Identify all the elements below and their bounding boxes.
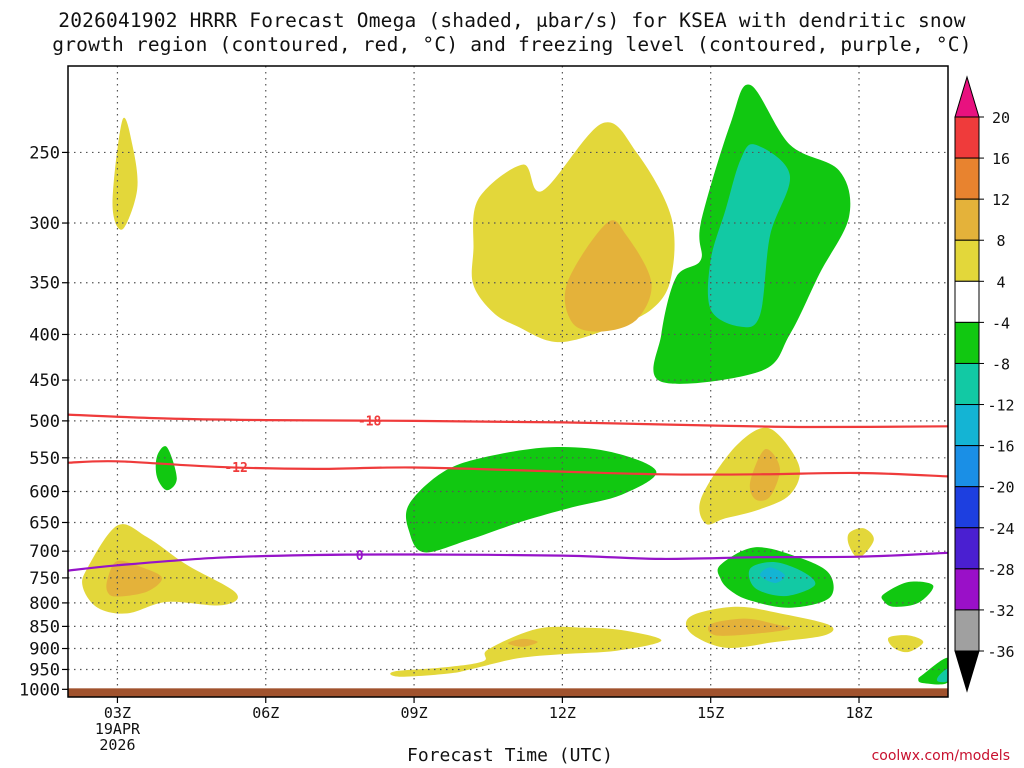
- upward-motion-4: [699, 427, 801, 525]
- upward-motion-4: [112, 117, 138, 230]
- colorbar-segment: [954, 198, 980, 241]
- downward-motion-8: [707, 144, 791, 328]
- colorbar-label: 12: [992, 191, 1010, 209]
- x-axis-label: Forecast Time (UTC): [407, 745, 613, 766]
- downward-motion-4: [881, 581, 934, 607]
- y-tick-label: 350: [29, 274, 60, 294]
- omega-colorbar: 20 16 12 8 4 -4 -8 -12 -16 -20 -24 -28 -32 -36: [954, 75, 1015, 693]
- colorbar-label: -36: [987, 643, 1014, 661]
- colorbar-top-arrow: [954, 75, 980, 118]
- colorbar-segment: [954, 486, 980, 529]
- y-tick-label: 500: [29, 412, 60, 432]
- freezing-level-label: 0: [356, 549, 364, 564]
- temperature-contours: -18 -12 0: [67, 413, 949, 572]
- x-tick-date-label: 2026: [99, 736, 135, 754]
- upward-motion-8: [707, 618, 791, 636]
- y-tick-label: 950: [29, 660, 60, 680]
- upward-motion-4: [887, 635, 924, 653]
- colorbar-segment: [954, 239, 980, 282]
- upward-motion-8: [564, 220, 652, 332]
- colorbar-segment: [954, 568, 980, 611]
- x-tick-label: 15Z: [697, 704, 724, 722]
- grid-lines: [68, 66, 948, 697]
- y-tick-label: 300: [29, 214, 60, 234]
- colorbar-segment: [954, 445, 980, 488]
- colorbar-segment: [954, 157, 980, 200]
- colorbar-label: -16: [987, 438, 1014, 456]
- colorbar-label: -24: [987, 520, 1014, 538]
- y-tick-label: 450: [29, 371, 60, 391]
- colorbar-bottom-arrow: [954, 650, 980, 693]
- y-tick-label: 1000: [19, 680, 60, 700]
- colorbar-label: 4: [996, 273, 1005, 291]
- colorbar-segment: [954, 527, 980, 570]
- downward-motion-4: [155, 446, 177, 491]
- x-tick-label: 06Z: [252, 704, 279, 722]
- colorbar-label: 16: [992, 150, 1010, 168]
- downward-motion-4: [405, 446, 657, 553]
- omega-shading: [82, 84, 948, 685]
- colorbar-label: 20: [992, 109, 1010, 127]
- colorbar-label: -4: [992, 314, 1010, 332]
- y-tick-label: 600: [29, 482, 60, 502]
- chart-title-line1: 2026041902 HRRR Forecast Omega (shaded, …: [58, 9, 966, 32]
- colorbar-label: -20: [987, 479, 1014, 497]
- upward-motion-8: [106, 560, 162, 597]
- y-tick-label: 650: [29, 513, 60, 533]
- upward-motion-4: [82, 524, 238, 614]
- colorbar-segment: [954, 116, 980, 159]
- ground-fill: [68, 688, 948, 697]
- colorbar-label: 8: [996, 232, 1005, 250]
- chart-title-line2: growth region (contoured, red, °C) and f…: [52, 33, 972, 56]
- colorbar-segment: [954, 321, 980, 364]
- downward-motion-12: [760, 567, 785, 583]
- dendritic-top-label: -18: [358, 415, 382, 430]
- ground-surface: [68, 688, 948, 697]
- upward-motion-4: [390, 626, 662, 677]
- plot-frame: [67, 65, 949, 698]
- site-credit: coolwx.com/models: [871, 748, 1010, 764]
- y-tick-label: 700: [29, 542, 60, 562]
- colorbar-label: -8: [992, 355, 1010, 373]
- colorbar-label: -28: [987, 561, 1014, 579]
- y-tick-label: 400: [29, 325, 60, 345]
- x-tick-label: 18Z: [845, 704, 872, 722]
- x-tick-date-label: 19APR: [95, 720, 141, 738]
- colorbar-segment: [954, 404, 980, 447]
- y-tick-label: 900: [29, 640, 60, 660]
- colorbar-segment: [954, 362, 980, 406]
- y-tick-label: 750: [29, 569, 60, 589]
- axes: 250 300 350 400 450 500 550 600 650 700 750 800 850 9…: [19, 65, 949, 754]
- downward-motion-8: [936, 668, 948, 683]
- upward-motion-4: [847, 528, 874, 558]
- y-tick-label: 850: [29, 617, 60, 637]
- y-tick-label: 800: [29, 594, 60, 614]
- dendritic-top-line: [67, 413, 949, 429]
- colorbar-segment: [954, 609, 980, 652]
- dendritic-bottom-line: [67, 460, 949, 478]
- freezing-level-line: [67, 551, 949, 572]
- x-tick-label: 03Z: [104, 704, 131, 722]
- x-tick-label: 12Z: [549, 704, 576, 722]
- colorbar-segment: [954, 280, 980, 323]
- x-tick-label: 09Z: [401, 704, 428, 722]
- y-tick-label: 250: [29, 143, 60, 163]
- dendritic-bottom-label: -12: [224, 461, 247, 476]
- y-tick-label: 550: [29, 449, 60, 469]
- colorbar-label: -12: [987, 397, 1014, 415]
- upward-motion-8: [508, 638, 538, 647]
- colorbar-label: -32: [987, 602, 1014, 620]
